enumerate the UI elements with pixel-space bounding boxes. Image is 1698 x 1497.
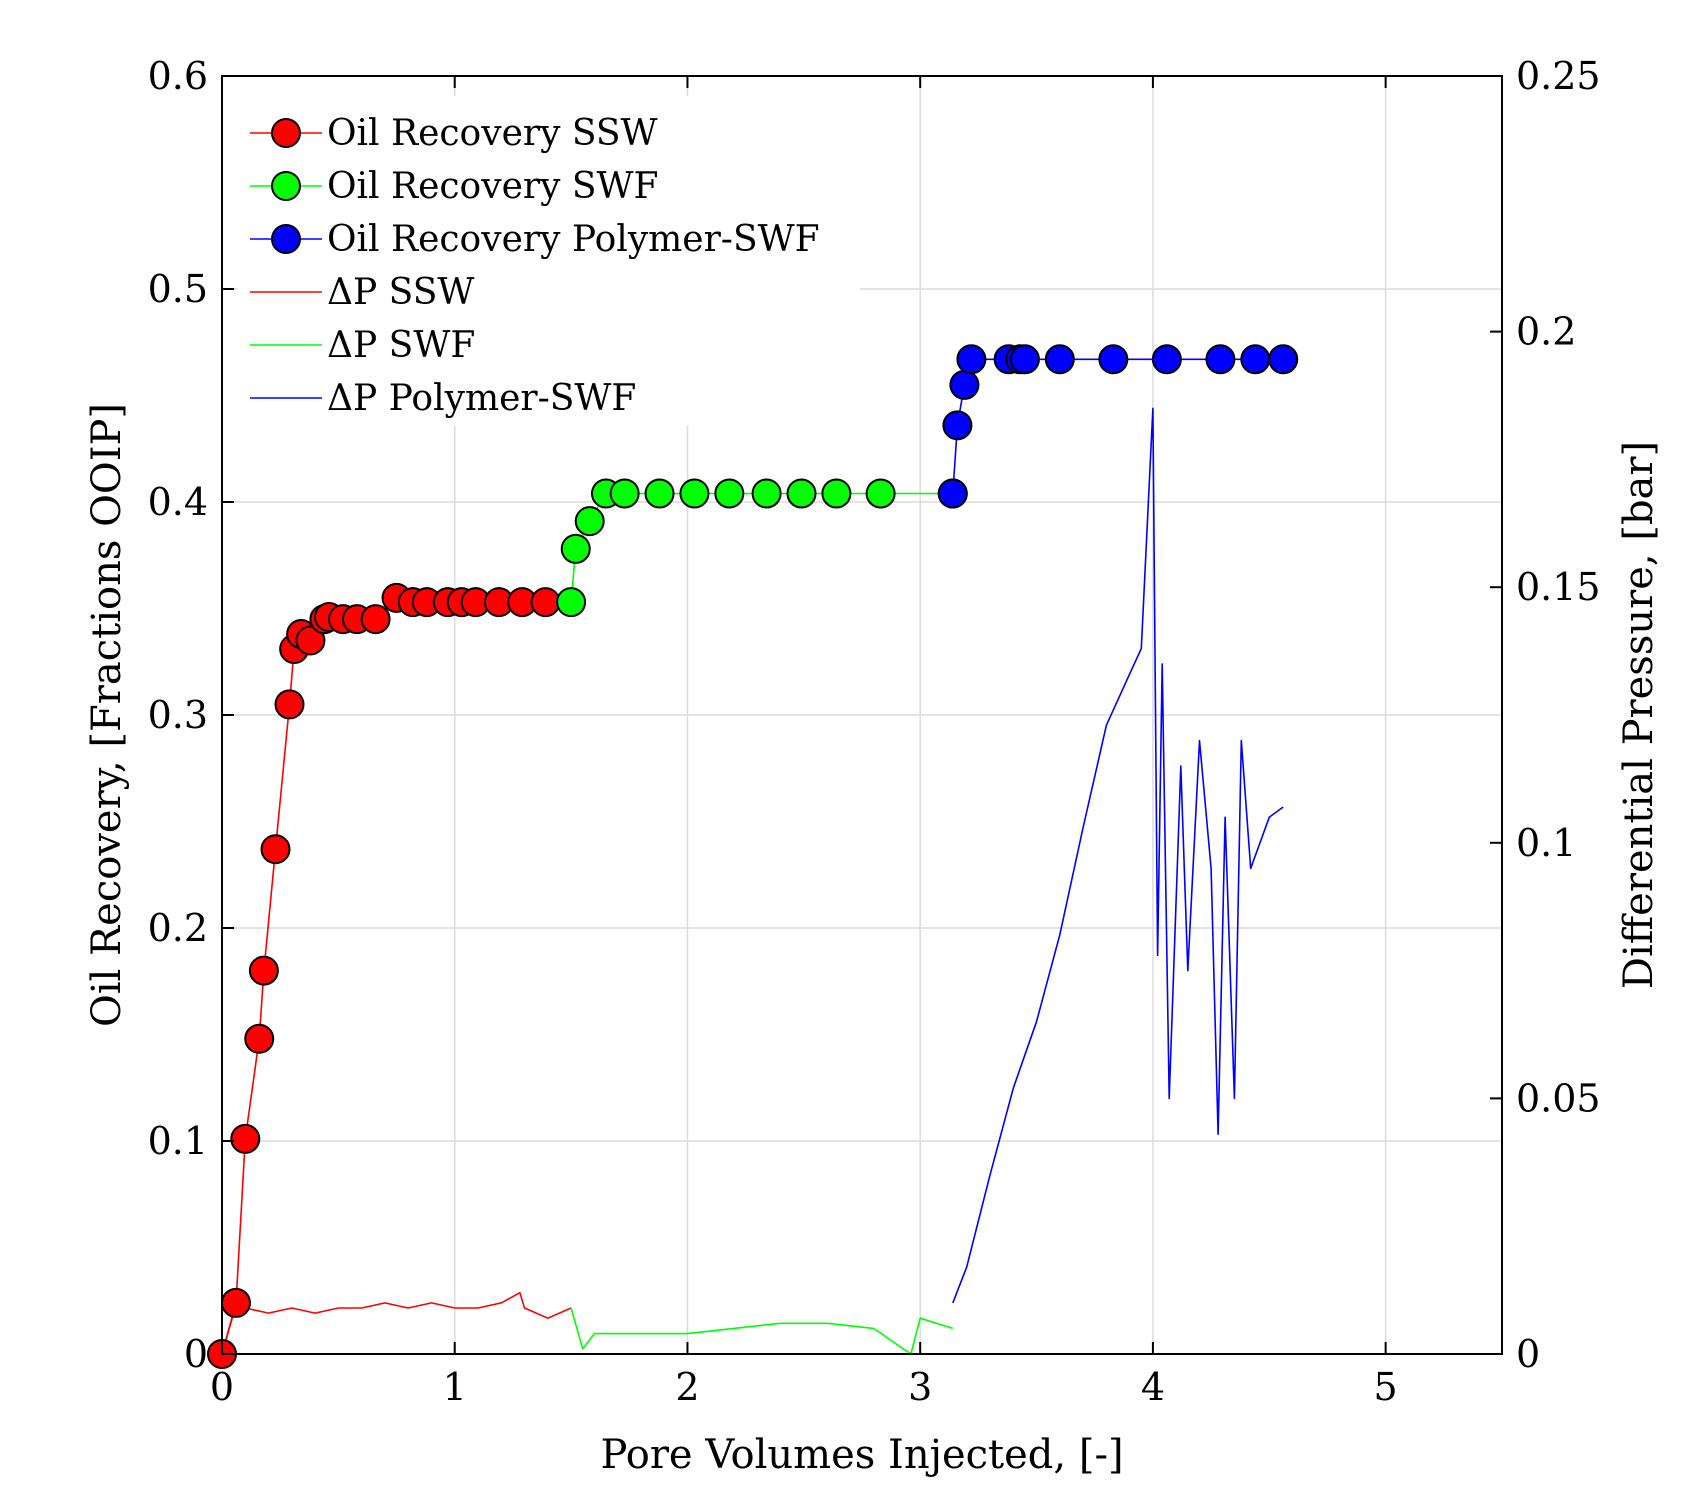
data-point-0	[230, 1123, 261, 1154]
data-point-2	[956, 344, 987, 375]
data-point-1	[556, 587, 587, 618]
data-point-2	[1151, 344, 1182, 375]
left-y-tick-label: 0.2	[148, 906, 208, 950]
data-point-0	[295, 625, 326, 656]
data-point-2	[942, 410, 973, 441]
data-point-2	[1044, 344, 1075, 375]
legend-box	[238, 96, 860, 426]
left-y-tick-label: 0.1	[148, 1119, 208, 1163]
legend-entry-dp-swf: ΔP SWF	[250, 325, 475, 366]
x-tick-label: 1	[443, 1365, 467, 1409]
x-tick-label: 3	[908, 1365, 932, 1409]
left-y-tick-label: 0.5	[148, 267, 208, 311]
data-point-2	[1205, 344, 1236, 375]
left-y-tick-label: 0.4	[148, 480, 208, 524]
data-point-0	[530, 587, 561, 618]
series-line-4	[570, 1307, 954, 1355]
left-y-tick-label: 0.3	[148, 693, 208, 737]
grid	[222, 76, 1502, 1354]
data-point-2	[1268, 344, 1299, 375]
legend-entry-oil-swf: Oil Recovery SWF	[250, 166, 659, 207]
legend-marker-oil-ssw	[271, 118, 301, 148]
legend-entry-oil-polymer: Oil Recovery Polymer-SWF	[250, 219, 820, 260]
data-point-2	[949, 369, 980, 400]
right-y-tick-label: 0.05	[1516, 1076, 1601, 1120]
data-point-2	[1240, 344, 1271, 375]
legend-label-oil-polymer: Oil Recovery Polymer-SWF	[327, 219, 820, 260]
data-point-1	[574, 506, 605, 537]
legend-entry-dp-polymer: ΔP Polymer-SWF	[250, 378, 636, 419]
legend-label-dp-ssw: ΔP SSW	[327, 272, 474, 313]
right-y-tick-label: 0.2	[1516, 310, 1576, 354]
left-y-tick-label: 0.6	[148, 54, 208, 98]
data-point-1	[786, 478, 817, 509]
legend-label-oil-swf: Oil Recovery SWF	[327, 166, 659, 207]
data-point-0	[220, 1287, 251, 1318]
axis-ticks: 0 1 2 3 4 5 0 0.1 0.2 0.3 0.4 0.5 0.6 0 0.05 0.1 0.15 0.2…	[148, 54, 1601, 1409]
data-point-0	[248, 955, 279, 986]
legend-label-dp-swf: ΔP SWF	[327, 325, 475, 366]
series-markers	[207, 344, 1299, 1369]
data-point-1	[751, 478, 782, 509]
data-point-0	[274, 689, 305, 720]
x-tick-label: 2	[675, 1365, 699, 1409]
data-point-2	[1009, 344, 1040, 375]
series-line-3	[221, 1291, 572, 1355]
x-tick-label: 5	[1374, 1365, 1398, 1409]
legend-label-dp-polymer: ΔP Polymer-SWF	[327, 378, 636, 419]
legend-label-oil-ssw: Oil Recovery SSW	[327, 113, 658, 154]
data-point-1	[679, 478, 710, 509]
legend-entry-oil-ssw: Oil Recovery SSW	[250, 113, 658, 154]
x-tick-label: 4	[1141, 1365, 1165, 1409]
legend: Oil Recovery SSW Oil Recovery SWF Oil Re…	[238, 96, 860, 426]
data-point-1	[609, 478, 640, 509]
data-point-1	[644, 478, 675, 509]
series-line-5	[952, 407, 1284, 1304]
legend-entry-dp-ssw: ΔP SSW	[250, 272, 474, 313]
right-y-axis-label: Differential Pressure, [bar]	[1616, 441, 1662, 989]
legend-marker-oil-polymer	[271, 224, 301, 254]
left-y-tick-label: 0	[184, 1332, 208, 1376]
data-point-1	[821, 478, 852, 509]
right-y-tick-label: 0.1	[1516, 821, 1576, 865]
data-point-0	[244, 1023, 275, 1054]
data-point-1	[560, 533, 591, 564]
x-axis-label: Pore Volumes Injected, [-]	[600, 1432, 1123, 1478]
data-point-2	[937, 478, 968, 509]
legend-marker-oil-swf	[271, 171, 301, 201]
data-point-2	[1098, 344, 1129, 375]
right-y-tick-label: 0	[1516, 1332, 1540, 1376]
data-point-1	[714, 478, 745, 509]
right-y-tick-label: 0.25	[1516, 54, 1601, 98]
x-tick-label: 0	[210, 1365, 234, 1409]
right-y-tick-label: 0.15	[1516, 565, 1601, 609]
left-y-axis-label: Oil Recovery, [Fractions OOIP]	[84, 403, 130, 1027]
data-point-0	[360, 604, 391, 635]
data-point-0	[260, 834, 291, 865]
data-point-1	[865, 478, 896, 509]
